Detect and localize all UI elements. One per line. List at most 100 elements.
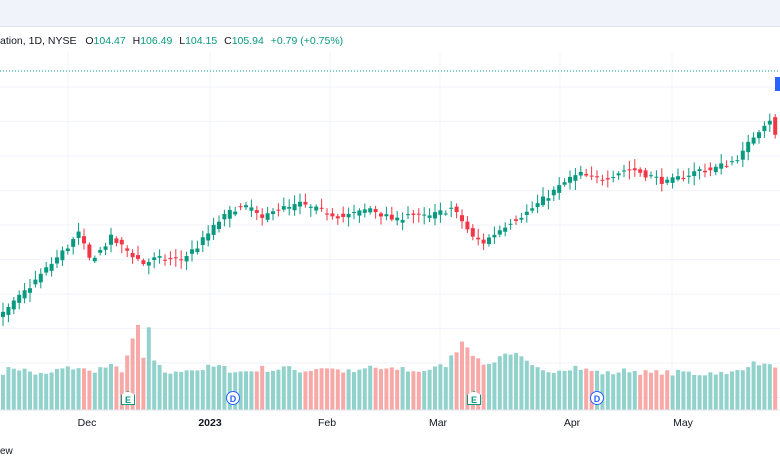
volume-bar xyxy=(524,360,529,410)
volume-bar xyxy=(670,375,675,410)
candle-up xyxy=(38,273,43,283)
volume-bar xyxy=(76,368,81,410)
volume-bar xyxy=(605,371,610,410)
candle-up xyxy=(281,206,286,210)
candle-up xyxy=(244,205,248,208)
candle-up xyxy=(152,257,157,261)
volume-bar xyxy=(530,365,535,410)
volume-bar xyxy=(406,371,410,410)
candle-down xyxy=(476,237,481,240)
volume-bar xyxy=(476,358,481,410)
candle-up xyxy=(28,288,32,293)
candle-up xyxy=(524,211,529,215)
volume-bar xyxy=(211,366,216,410)
candle-up xyxy=(11,300,16,310)
open-value: 104.47 xyxy=(93,35,126,47)
volume-bar xyxy=(487,363,491,410)
volume-bar xyxy=(470,355,475,410)
candle-up xyxy=(206,233,211,241)
dividend-marker[interactable]: D xyxy=(590,391,604,405)
volume-bar xyxy=(713,374,718,410)
volume-bar xyxy=(503,353,508,410)
volume-bar xyxy=(346,369,351,410)
candle-down xyxy=(659,176,664,184)
volume-bar xyxy=(238,371,243,410)
volume-bar xyxy=(541,370,545,410)
candle-up xyxy=(562,182,567,185)
candle-down xyxy=(330,213,335,217)
volume-bar xyxy=(82,368,86,410)
volume-bar xyxy=(492,362,497,410)
volume-bar xyxy=(271,370,275,410)
volume-bar xyxy=(724,374,729,410)
volume-bar xyxy=(44,373,49,410)
volume-bar xyxy=(676,369,680,410)
volume-bar xyxy=(616,372,621,410)
volume-bar xyxy=(330,368,335,410)
dividend-marker[interactable]: D xyxy=(226,391,240,405)
candle-down xyxy=(416,213,421,215)
volume-bar xyxy=(735,370,740,410)
candle-up xyxy=(557,185,562,193)
volume-bar xyxy=(292,369,297,410)
candle-down xyxy=(724,165,729,167)
volume-bar xyxy=(184,370,189,410)
volume-bar xyxy=(335,369,340,410)
volume-bar xyxy=(33,374,38,410)
candle-down xyxy=(179,259,184,261)
candle-up xyxy=(508,223,513,225)
candle-down xyxy=(708,167,713,171)
candle-down xyxy=(627,169,632,171)
volume-bar xyxy=(200,369,205,410)
candle-down xyxy=(341,213,346,217)
candle-down xyxy=(643,170,648,178)
candle-up xyxy=(530,208,535,211)
volume-bar xyxy=(460,341,464,410)
candle-up xyxy=(287,206,292,209)
volume-bar xyxy=(281,366,286,410)
high-label: H xyxy=(132,35,141,47)
volume-bar xyxy=(152,360,157,410)
candle-down xyxy=(589,175,594,177)
candle-up xyxy=(654,176,659,178)
volume-bar xyxy=(130,338,135,410)
candle-up xyxy=(362,209,367,213)
candle-up xyxy=(271,211,275,215)
candle-up xyxy=(265,213,270,220)
candle-up xyxy=(368,208,373,213)
candle-up xyxy=(308,206,313,208)
candle-up xyxy=(670,177,675,183)
candle-down xyxy=(87,244,92,258)
volume-bar xyxy=(416,371,421,410)
earnings-marker[interactable]: E xyxy=(121,391,135,405)
volume-bar xyxy=(65,366,70,410)
candle-up xyxy=(211,224,216,235)
volume-bar xyxy=(103,367,108,410)
earnings-marker[interactable]: E xyxy=(467,391,481,405)
candle-down xyxy=(168,258,173,260)
volume-bar xyxy=(686,371,691,410)
candle-up xyxy=(406,214,410,216)
candle-up xyxy=(503,227,508,232)
volume-bar xyxy=(6,367,11,410)
candle-up xyxy=(713,166,718,173)
candle-down xyxy=(465,221,470,230)
candle-up xyxy=(109,234,113,245)
candle-up xyxy=(487,237,491,244)
candle-up xyxy=(767,120,772,125)
volume-bar xyxy=(254,371,259,410)
candle-down xyxy=(141,260,146,265)
candle-up xyxy=(55,257,59,264)
candle-up xyxy=(184,255,189,262)
volume-bar xyxy=(303,371,308,410)
x-tick-label: Feb xyxy=(317,417,337,429)
volume-bar xyxy=(179,371,184,410)
volume-bar xyxy=(454,352,459,410)
candle-up xyxy=(497,230,502,235)
volume-bar xyxy=(665,370,670,410)
candle-up xyxy=(422,214,427,216)
volume-bar xyxy=(443,367,448,410)
candle-up xyxy=(298,201,302,207)
volume-bar xyxy=(568,370,572,410)
